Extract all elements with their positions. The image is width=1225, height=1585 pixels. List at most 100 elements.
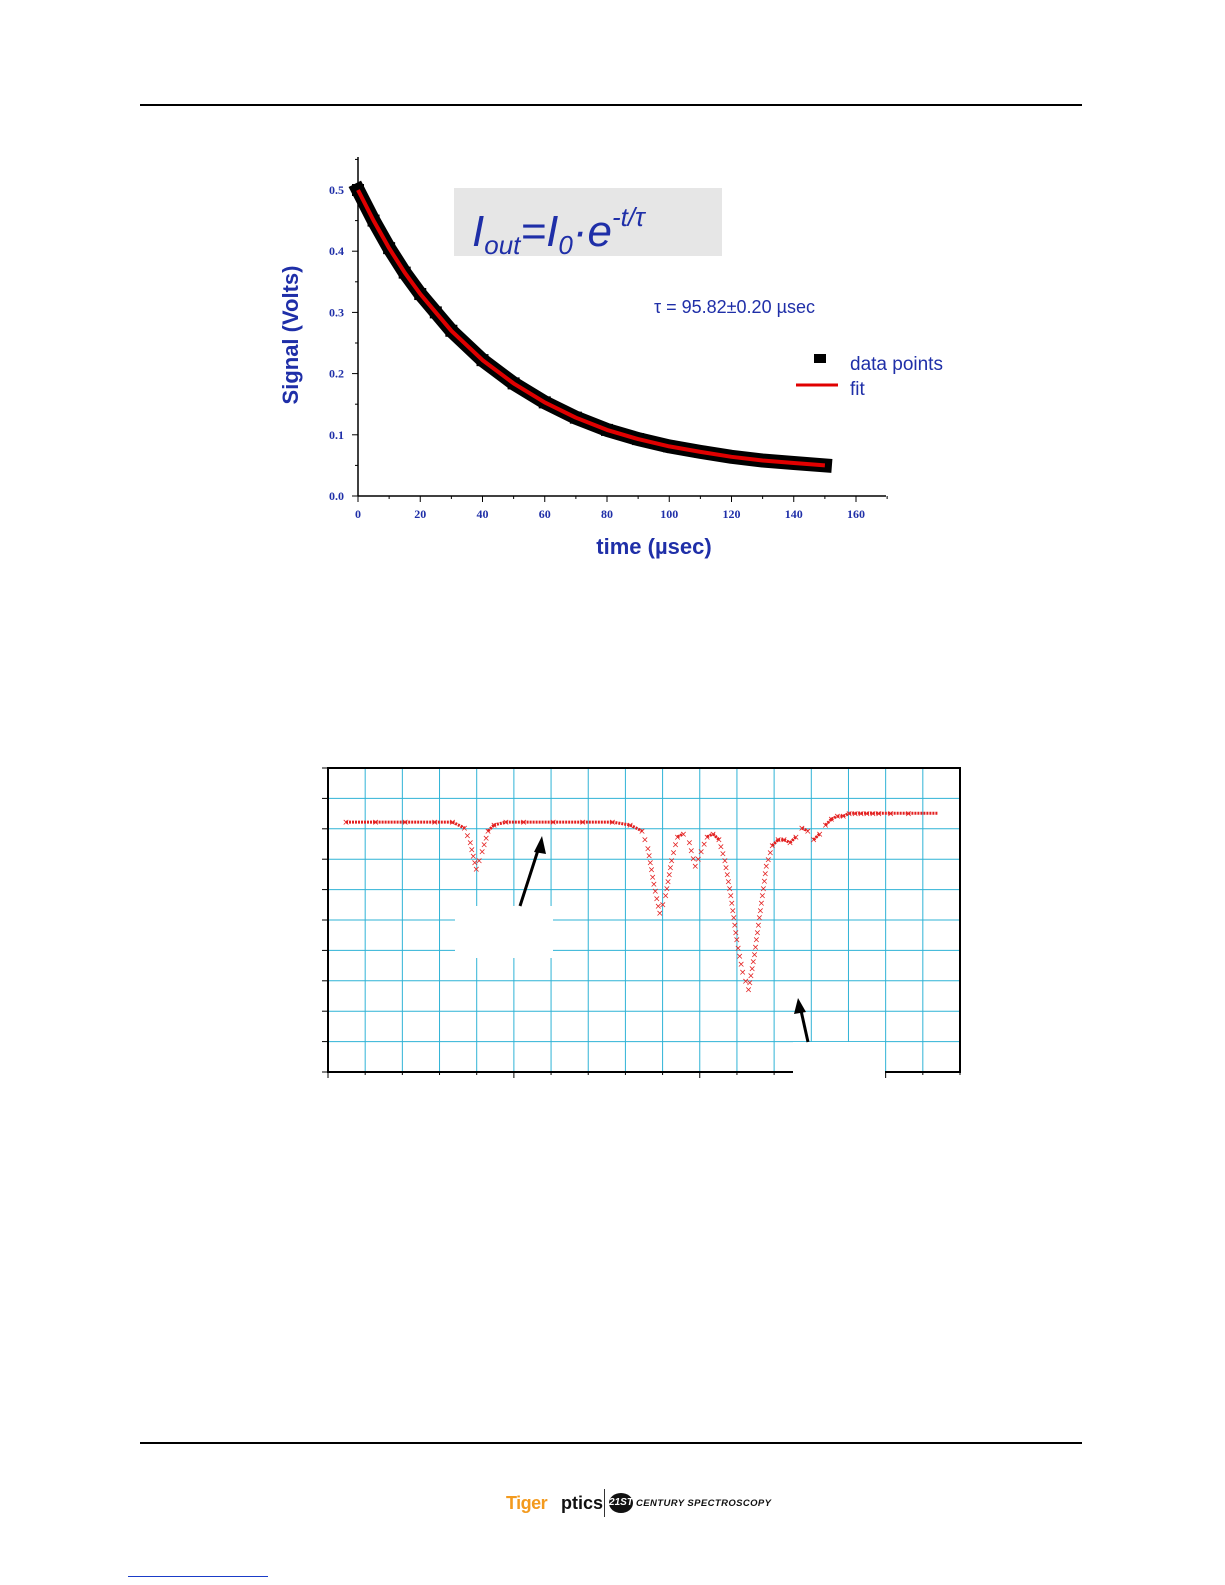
legend-data-points-swatch xyxy=(814,354,826,363)
trace-marker: × xyxy=(756,914,764,924)
trace-segment xyxy=(493,820,507,827)
formula-box xyxy=(454,188,722,256)
bottom-link-underline xyxy=(128,1576,268,1577)
trace-marker: × xyxy=(478,848,486,858)
x-tick-label: 100 xyxy=(660,507,678,521)
legend-fit-label: fit xyxy=(850,379,866,400)
y-tick-label: 0.4 xyxy=(329,244,344,258)
trace-marker: × xyxy=(721,856,729,866)
trace-segment xyxy=(824,818,833,827)
trace-marker: × xyxy=(490,821,498,831)
trace-marker: × xyxy=(520,818,528,828)
trace-marker: × xyxy=(694,855,702,865)
trace-segment xyxy=(812,832,821,841)
spectrum-grid xyxy=(322,767,961,1078)
trace-marker: × xyxy=(727,892,735,902)
trace-segment xyxy=(451,820,466,830)
trace-marker: × xyxy=(670,848,678,858)
trace-marker: × xyxy=(655,902,663,912)
trace-marker: × xyxy=(722,863,730,873)
trace-marker: × xyxy=(730,914,738,924)
trace-marker: × xyxy=(464,831,472,841)
footer-logo: Tiger ptics 21ST CENTURY SPECTROSCOPY xyxy=(506,1487,771,1523)
trace-marker: × xyxy=(686,839,694,849)
trace-marker: × xyxy=(656,909,664,919)
trace-marker: × xyxy=(732,928,740,938)
callout-arrow-right-head xyxy=(794,998,806,1014)
trace-marker: × xyxy=(723,870,731,880)
x-tick-label: 20 xyxy=(414,507,426,521)
trace-marker: × xyxy=(804,827,812,837)
spectrum-trace: ×××××××××××××× ××××××××××××××××××××××××××… xyxy=(342,809,938,996)
trace-marker: × xyxy=(754,928,762,938)
x-axis-title: time (µsec) xyxy=(596,534,711,559)
trace-marker: × xyxy=(759,892,767,902)
y-tick-label: 0.3 xyxy=(329,305,344,319)
trace-marker: × xyxy=(680,830,688,840)
trace-marker: × xyxy=(667,863,675,873)
trace-marker: × xyxy=(747,972,755,982)
trace-marker: × xyxy=(480,841,488,851)
trace-marker: × xyxy=(734,944,742,954)
trace-marker: × xyxy=(475,856,483,866)
legend-data-points-label: data points xyxy=(850,354,943,375)
trace-marker: × xyxy=(840,812,848,822)
trace-marker: × xyxy=(725,877,733,887)
trace-marker: × xyxy=(652,887,660,897)
trace-marker: × xyxy=(717,843,725,853)
spectrum-chart: ×××××××××××××× ××××××××××××××××××××××××××… xyxy=(322,767,961,1092)
trace-marker: × xyxy=(822,821,830,831)
callout-arrow-left xyxy=(518,843,542,907)
trace-marker: × xyxy=(484,827,492,837)
x-tick-label: 40 xyxy=(477,507,489,521)
trace-marker: × xyxy=(641,836,649,846)
trace-marker: × xyxy=(688,847,696,857)
trace-segment xyxy=(783,838,791,845)
trace-marker: × xyxy=(766,848,774,858)
trace-marker: × xyxy=(757,906,765,916)
logo-21st-badge: 21ST xyxy=(609,1493,633,1513)
trace-marker: × xyxy=(761,877,769,887)
trace-marker: × xyxy=(786,839,794,849)
trace-marker: × xyxy=(645,852,653,862)
trace-marker: × xyxy=(715,836,723,846)
trace-marker: × xyxy=(697,848,705,858)
trace-marker: × xyxy=(768,842,776,852)
trace-marker: × xyxy=(729,906,737,916)
trace-marker: × xyxy=(663,885,671,895)
trace-marker: × xyxy=(760,884,768,894)
trace-segment xyxy=(842,811,850,818)
trace-segment xyxy=(788,835,797,844)
trace-segment xyxy=(612,820,631,827)
trace-marker: × xyxy=(662,892,670,902)
callout-arrow-left-head xyxy=(534,836,546,854)
y-tick-label: 0.5 xyxy=(329,183,344,197)
decay-chart-data xyxy=(348,180,833,473)
trace-marker: × xyxy=(742,977,750,987)
trace-marker: × xyxy=(745,986,753,996)
fit-line xyxy=(356,189,826,468)
trace-marker: × xyxy=(664,877,672,887)
trace-marker: × xyxy=(765,855,773,865)
trace-marker: × xyxy=(762,870,770,880)
trace-marker: × xyxy=(700,840,708,850)
y-axis-title: Signal (Volts) xyxy=(278,266,303,405)
trace-marker: × xyxy=(644,845,652,855)
trace-marker: × xyxy=(665,870,673,880)
x-tick-label: 60 xyxy=(539,507,551,521)
trace-marker: × xyxy=(752,943,760,953)
footer-rule xyxy=(140,1442,1082,1444)
callout-box-left xyxy=(455,906,553,958)
trace-segment xyxy=(629,823,643,833)
trace-marker: × xyxy=(763,862,771,872)
trace-marker: × xyxy=(648,866,656,876)
trace-marker: × xyxy=(672,841,680,851)
trace-marker: × xyxy=(751,950,759,960)
trace-marker: × xyxy=(470,852,478,862)
logo-tagline: CENTURY SPECTROSCOPY xyxy=(636,1498,772,1509)
trace-segment xyxy=(487,823,496,832)
y-tick-label: 0.0 xyxy=(329,489,344,503)
trace-marker: × xyxy=(659,900,667,910)
trace-marker: × xyxy=(703,833,711,843)
x-tick-label: 0 xyxy=(355,507,361,521)
